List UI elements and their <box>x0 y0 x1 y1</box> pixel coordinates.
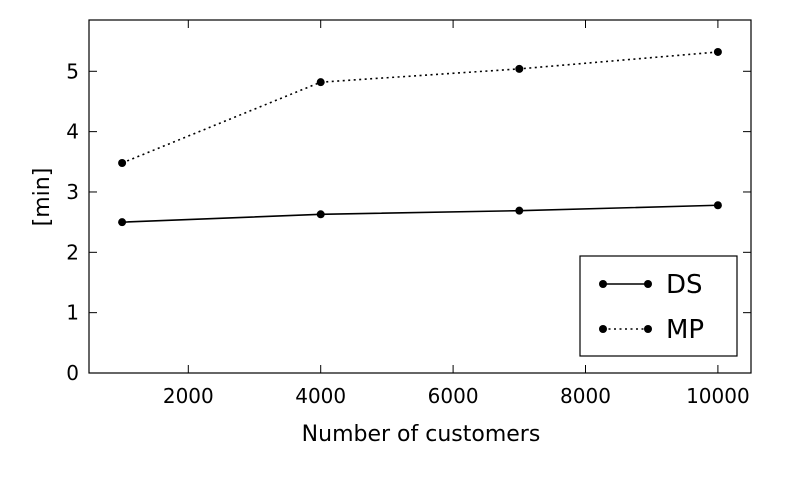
legend-label-ds: DS <box>666 270 703 300</box>
y-tick-label-0: 0 <box>66 361 79 385</box>
axes: 2000 4000 6000 8000 10000 0 1 2 3 4 5 <box>66 19 752 408</box>
legend: DS MP <box>579 255 738 357</box>
y-tick-label-3: 3 <box>66 180 79 204</box>
legend-marker-end-ds <box>644 280 652 288</box>
data-point-mp-7000 <box>515 64 524 73</box>
legend-label-mp: MP <box>666 315 704 345</box>
legend-marker-start-ds <box>599 280 607 288</box>
data-point-ds-4000 <box>316 210 325 219</box>
data-point-mp-1000 <box>118 159 127 168</box>
data-point-ds-7000 <box>515 206 524 215</box>
series-line-mp <box>121 51 718 164</box>
legend-marker-end-mp <box>644 325 652 333</box>
legend-box <box>579 255 738 357</box>
y-tick-label-4: 4 <box>66 120 79 144</box>
y-tick-label-1: 1 <box>66 301 79 325</box>
y-tick-label-5: 5 <box>66 59 79 83</box>
legend-marker-start-mp <box>599 325 607 333</box>
series-line-ds <box>122 204 718 223</box>
plot-frame <box>88 19 752 374</box>
plot-area <box>118 47 722 227</box>
x-tick-label-4000: 4000 <box>295 384 346 408</box>
data-point-ds-1000 <box>118 218 127 227</box>
data-point-mp-4000 <box>316 78 325 87</box>
x-tick-label-10000: 10000 <box>686 384 750 408</box>
x-tick-label-8000: 8000 <box>560 384 611 408</box>
x-tick-label-6000: 6000 <box>428 384 479 408</box>
y-axis-label: [min] <box>30 168 55 227</box>
data-point-mp-10000 <box>713 47 722 56</box>
x-axis-label: Number of customers <box>302 422 541 447</box>
x-tick-label-2000: 2000 <box>163 384 214 408</box>
data-point-ds-10000 <box>713 201 722 210</box>
y-tick-label-2: 2 <box>66 240 79 264</box>
